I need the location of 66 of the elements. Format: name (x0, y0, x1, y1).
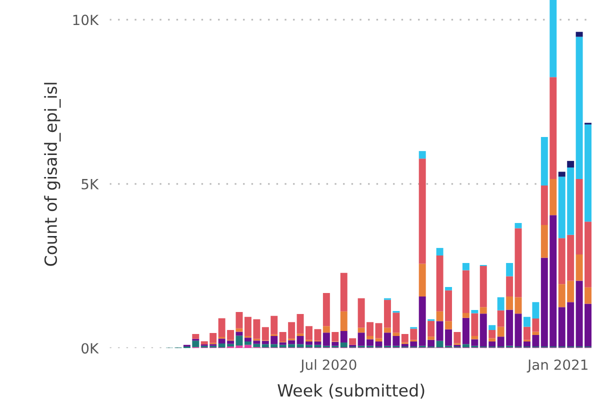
bar (497, 326, 504, 337)
y-tick-label: 10K (73, 14, 99, 26)
bar (428, 320, 435, 337)
bar (236, 312, 243, 328)
bar (480, 266, 487, 308)
bar (418, 151, 426, 159)
y-tick-label: 5K (82, 179, 99, 190)
bar (488, 330, 496, 338)
bar (488, 325, 496, 330)
bar (550, 77, 557, 179)
bar (192, 334, 200, 339)
bar (462, 312, 470, 318)
bar (445, 287, 452, 290)
bar (514, 222, 522, 228)
bar (584, 287, 592, 304)
bar (454, 332, 461, 344)
bar (550, 0, 557, 78)
bar (532, 332, 540, 335)
bar (462, 270, 470, 313)
bar (540, 186, 548, 225)
bar (418, 264, 426, 297)
bar (506, 296, 514, 310)
bar (332, 332, 339, 342)
bar (445, 321, 452, 330)
bar (418, 158, 426, 264)
bar (488, 338, 496, 342)
bar (506, 276, 514, 297)
bar (576, 254, 583, 281)
bar (375, 323, 382, 338)
bar (480, 307, 487, 314)
bar (236, 336, 243, 346)
y-axis-title: Count of gisaid_epi_isl (44, 82, 61, 266)
bar (462, 263, 470, 270)
bar (392, 332, 400, 336)
bar (471, 336, 478, 340)
bar (558, 172, 566, 177)
bar (471, 313, 478, 336)
bar (358, 328, 365, 333)
bar (340, 331, 348, 343)
bar (366, 336, 374, 340)
x-tick-label: Jan 2021 (526, 359, 588, 373)
bar (514, 228, 522, 298)
bar (384, 328, 391, 333)
bar (436, 248, 444, 256)
y-tick-label: 0K (82, 343, 99, 354)
bar (436, 311, 444, 322)
bar (550, 178, 557, 216)
bar (349, 338, 356, 345)
bar (322, 292, 330, 326)
bar (506, 263, 514, 276)
bar (236, 332, 243, 336)
bar (428, 336, 435, 340)
bar (340, 272, 348, 312)
bar (471, 310, 478, 314)
x-axis-title: Week (submitted) (278, 384, 424, 399)
bar (340, 311, 348, 332)
bar (322, 326, 330, 333)
bar (540, 136, 548, 186)
x-tick-label: Jul 2020 (300, 359, 356, 373)
bar (576, 32, 583, 37)
bar (567, 160, 574, 168)
bar (514, 297, 522, 314)
bar (497, 297, 504, 310)
bar (497, 310, 504, 327)
bar (375, 342, 382, 346)
bar (540, 224, 548, 258)
